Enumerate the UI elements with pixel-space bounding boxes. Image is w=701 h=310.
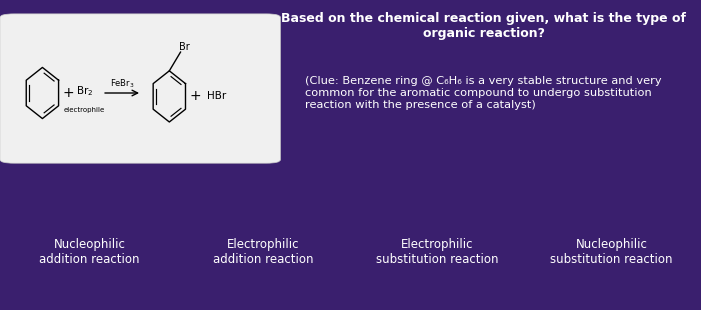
- Text: HBr: HBr: [207, 91, 226, 101]
- Text: FeBr$_3$: FeBr$_3$: [110, 77, 135, 90]
- FancyBboxPatch shape: [0, 14, 280, 163]
- Text: +: +: [190, 89, 201, 104]
- Text: Electrophilic
addition reaction: Electrophilic addition reaction: [213, 238, 314, 266]
- Text: Br: Br: [179, 42, 190, 52]
- Text: +: +: [62, 86, 74, 100]
- Text: Electrophilic
substitution reaction: Electrophilic substitution reaction: [376, 238, 499, 266]
- Text: (Clue: Benzene ring @ C₆H₆ is a very stable structure and very
common for the ar: (Clue: Benzene ring @ C₆H₆ is a very sta…: [306, 76, 662, 109]
- Text: Nucleophilic
substitution reaction: Nucleophilic substitution reaction: [550, 238, 673, 266]
- Text: Br$_2$: Br$_2$: [76, 84, 93, 98]
- Text: Based on the chemical reaction given, what is the type of
organic reaction?: Based on the chemical reaction given, wh…: [281, 12, 686, 40]
- Text: Nucleophilic
addition reaction: Nucleophilic addition reaction: [39, 238, 139, 266]
- Text: electrophile: electrophile: [64, 107, 105, 113]
